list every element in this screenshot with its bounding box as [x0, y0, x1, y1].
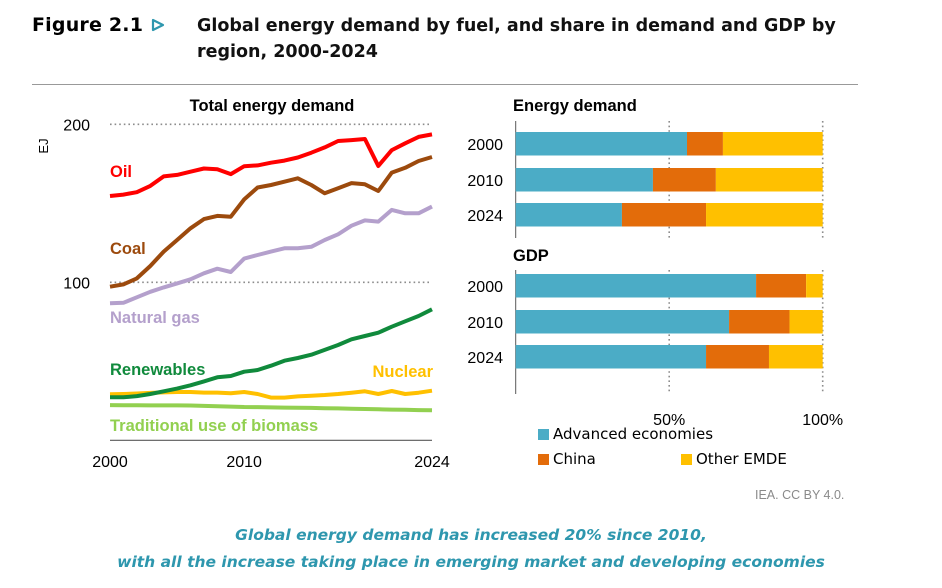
legend-item-china: China: [538, 450, 596, 468]
series-line-renewables: [110, 307, 433, 400]
bar-energy-2024-other-emde: [706, 203, 823, 227]
bar-energy-2000-advanced: [515, 132, 688, 156]
line-chart-title: Total energy demand: [190, 97, 355, 115]
figure-title: Global energy demand by fuel, and share …: [197, 16, 836, 62]
series-line-natural-gas: [109, 204, 433, 306]
bar-gdp-2010-china: [729, 310, 790, 334]
bar-category-label-gdp-2000: 2000: [467, 279, 503, 296]
bar-gdp-2010-other-emde: [789, 310, 823, 334]
bar-energy-2000-china: [687, 132, 723, 156]
legend-item-advanced: Advanced economies: [538, 425, 713, 443]
bar-x-tick-label-100: 100%: [802, 412, 843, 429]
line-chart-total-energy-demand: Total energy demand EJ 100 200 2000 2010 20…: [36, 97, 450, 471]
caption-line-1: Global energy demand has increased 20% s…: [235, 526, 707, 544]
y-tick-label-100: 100: [63, 275, 90, 292]
legend-swatch-other-emde: [681, 453, 692, 465]
triangle-right-outline-icon: [151, 18, 165, 32]
bar-chart-title-energy-demand: Energy demand: [513, 97, 637, 115]
bar-category-label-energy-2000: 2000: [467, 137, 503, 154]
bar-gdp-2024-advanced: [515, 345, 707, 369]
x-tick-label-2000: 2000: [92, 454, 128, 471]
title-divider: [32, 84, 858, 85]
bar-gdp-2010-advanced: [515, 310, 730, 334]
bar-category-label-gdp-2024: 2024: [467, 350, 503, 367]
figure-caption: Global energy demand has increased 20% s…: [0, 522, 942, 576]
series-label-natural-gas: Natural gas: [110, 309, 200, 327]
bar-energy-2010-china: [652, 168, 716, 192]
bar-category-label-energy-2024: 2024: [467, 208, 503, 225]
legend-label-china: China: [553, 450, 596, 468]
legend-item-other-emde: Other EMDE: [681, 450, 787, 468]
bar-gdp-2024-other-emde: [768, 345, 823, 369]
y-tick-label-200: 200: [63, 117, 90, 134]
series-line-oil: [109, 132, 433, 198]
bar-energy-2010-other-emde: [715, 168, 823, 192]
bar-gdp-2000-china: [756, 274, 807, 298]
bar-chart-title-gdp: GDP: [513, 247, 549, 265]
series-label-oil: Oil: [110, 163, 132, 181]
series-line-biomass: [109, 403, 433, 413]
x-tick-label-2024: 2024: [414, 454, 450, 471]
legend-label-other-emde: Other EMDE: [696, 450, 787, 468]
bar-gdp-2024-china: [706, 345, 769, 369]
bar-category-label-energy-2010: 2010: [467, 173, 503, 190]
series-label-coal: Coal: [110, 240, 146, 258]
bar-charts-share: Energy demand GDP 2000 2010 2024 2000 2010 20…: [467, 97, 843, 429]
bar-gdp-2000-other-emde: [806, 274, 823, 298]
credit-note: IEA. CC BY 4.0.: [755, 488, 845, 502]
series-label-renewables: Renewables: [110, 361, 205, 379]
x-tick-label-2010: 2010: [226, 454, 262, 471]
bar-energy-2000-other-emde: [722, 132, 823, 156]
legend-swatch-advanced: [538, 428, 549, 440]
caption-line-2: with all the increase taking place in em…: [117, 553, 825, 571]
legend-swatch-china: [538, 453, 549, 465]
bar-energy-2024-china: [621, 203, 707, 227]
series-line-coal: [109, 155, 433, 289]
bar-category-label-gdp-2010: 2010: [467, 315, 503, 332]
legend-label-advanced: Advanced economies: [553, 425, 714, 443]
y-axis-label: EJ: [36, 138, 51, 153]
bar-energy-2024-advanced: [515, 203, 622, 227]
figure-label: Figure 2.1: [32, 14, 144, 36]
bar-x-tick-label-50: 50%: [653, 412, 685, 429]
series-label-nuclear: Nuclear: [372, 363, 433, 381]
bar-gdp-2000-advanced: [515, 274, 757, 298]
series-label-biomass: Traditional use of biomass: [110, 417, 318, 435]
bar-energy-2010-advanced: [515, 168, 653, 192]
